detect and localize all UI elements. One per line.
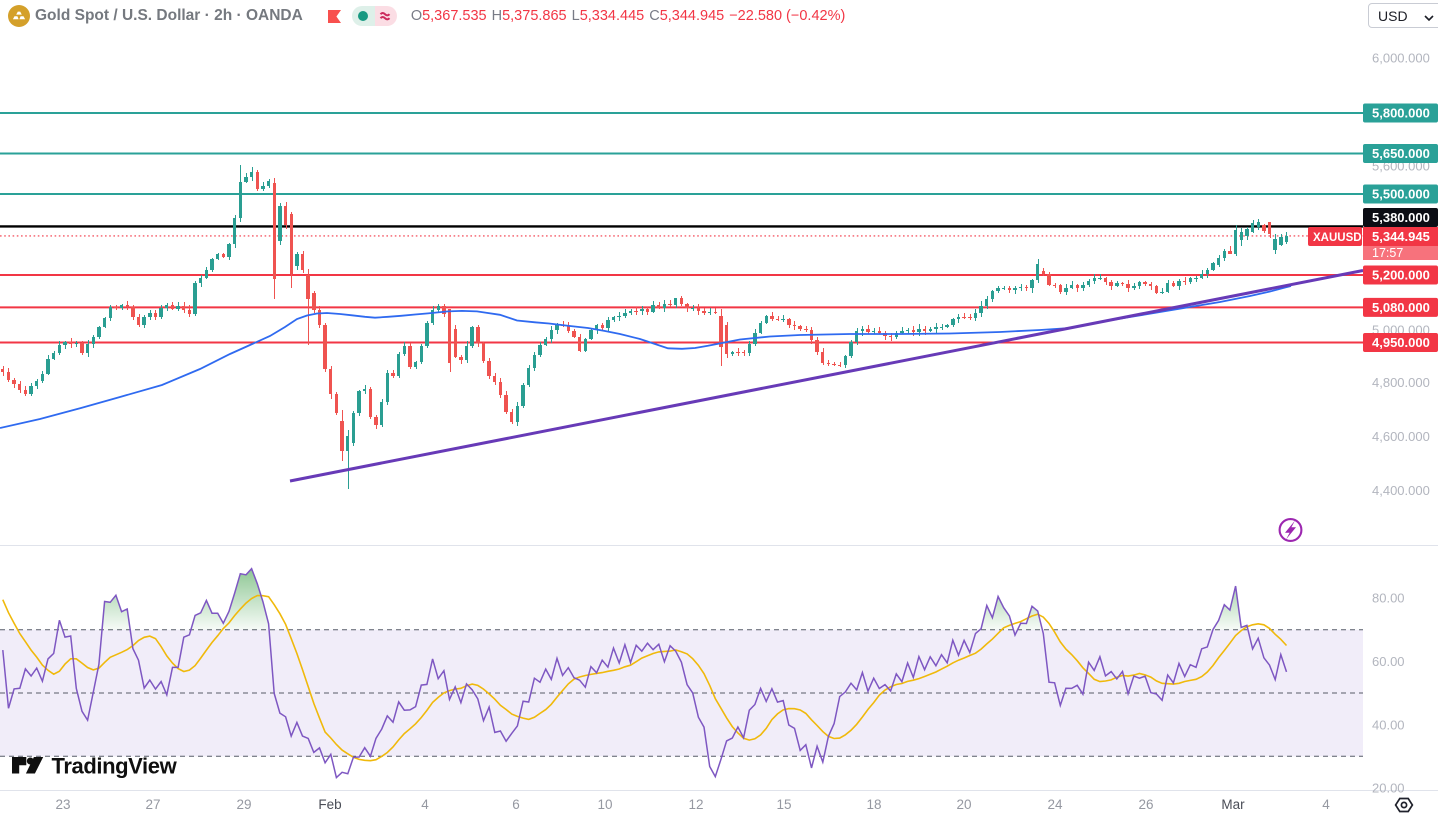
svg-text:80.00: 80.00 [1372, 591, 1405, 606]
svg-text:5,380.000: 5,380.000 [1372, 210, 1430, 225]
svg-text:6,000.000: 6,000.000 [1372, 51, 1430, 66]
svg-text:5,800.000: 5,800.000 [1372, 106, 1430, 121]
svg-text:5,200.000: 5,200.000 [1372, 268, 1430, 283]
svg-text:29: 29 [236, 797, 251, 812]
svg-text:4,950.000: 4,950.000 [1372, 335, 1430, 350]
svg-text:Mar: Mar [1221, 797, 1245, 812]
svg-text:24: 24 [1047, 797, 1063, 812]
svg-text:5,500.000: 5,500.000 [1372, 187, 1430, 202]
svg-text:XAUUSD: XAUUSD [1313, 232, 1362, 244]
svg-text:10: 10 [597, 797, 612, 812]
svg-text:5,080.000: 5,080.000 [1372, 300, 1430, 315]
svg-text:4: 4 [1322, 797, 1330, 812]
svg-text:17:57: 17:57 [1372, 246, 1403, 260]
svg-text:TradingView: TradingView [52, 754, 178, 779]
svg-text:60.00: 60.00 [1372, 654, 1405, 669]
svg-text:20.00: 20.00 [1372, 781, 1405, 796]
svg-text:15: 15 [776, 797, 791, 812]
svg-text:4,400.000: 4,400.000 [1372, 483, 1430, 498]
svg-text:6: 6 [512, 797, 520, 812]
svg-text:5,650.000: 5,650.000 [1372, 146, 1430, 161]
svg-text:26: 26 [1138, 797, 1153, 812]
svg-text:27: 27 [145, 797, 160, 812]
svg-text:20: 20 [956, 797, 971, 812]
svg-text:4,600.000: 4,600.000 [1372, 429, 1430, 444]
svg-text:5,344.945: 5,344.945 [1372, 229, 1430, 244]
svg-text:4,800.000: 4,800.000 [1372, 375, 1430, 390]
svg-text:12: 12 [688, 797, 703, 812]
svg-text:23: 23 [55, 797, 70, 812]
svg-text:40.00: 40.00 [1372, 718, 1405, 733]
svg-text:18: 18 [866, 797, 881, 812]
svg-text:4: 4 [421, 797, 429, 812]
svg-text:Feb: Feb [318, 797, 341, 812]
